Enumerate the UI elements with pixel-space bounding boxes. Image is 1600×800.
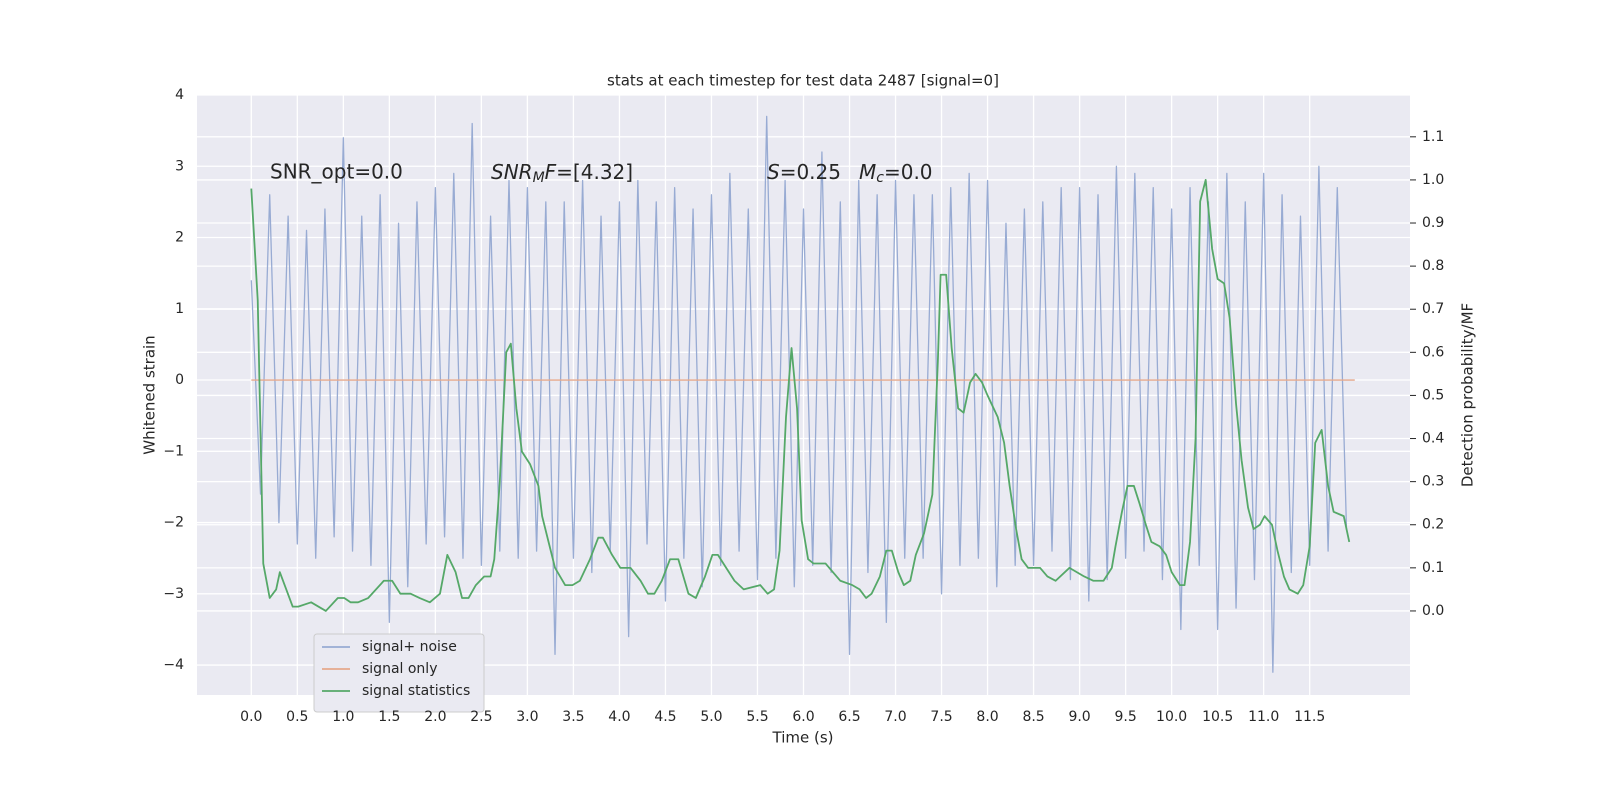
annotation-subscript: M	[533, 170, 545, 186]
x-tick-label: 0.0	[240, 709, 262, 725]
legend-box	[313, 633, 485, 713]
annotation-part: F	[545, 160, 557, 184]
x-tick-label: 9.5	[1114, 709, 1136, 725]
y-tick-label: 4	[175, 87, 184, 103]
annotation-part: =0.25	[780, 160, 841, 184]
annotation-subscript: c	[876, 170, 884, 186]
legend-label: signal only	[362, 661, 437, 677]
annotation-part: SNR	[491, 160, 533, 184]
annotation-part: =[4.32]	[556, 160, 633, 184]
y2-tick-label: 0.2	[1422, 517, 1444, 533]
x-tick-label: 11.0	[1248, 709, 1279, 725]
y2-tick-label: 1.0	[1422, 172, 1444, 188]
x-tick-label: 7.5	[930, 709, 952, 725]
x-tick-label: 3.5	[562, 709, 584, 725]
legend-label: signal+ noise	[362, 639, 457, 655]
y-tick-label: −1	[163, 443, 184, 459]
y2-tick-label: 0.1	[1422, 560, 1444, 576]
series-line	[250, 179, 1351, 612]
y2-tick-label: 1.1	[1422, 129, 1444, 145]
y-tick-label: 2	[175, 230, 184, 246]
x-tick-label: 2.0	[424, 709, 446, 725]
y2-tick-label: 0.0	[1422, 603, 1444, 619]
series-line	[250, 115, 1348, 673]
x-tick-label: 4.0	[608, 709, 630, 725]
y-tick-label: −3	[163, 586, 184, 602]
x-tick-label: 11.5	[1294, 709, 1325, 725]
y-tick-label: 3	[175, 158, 184, 174]
y-tick-label: −4	[163, 657, 184, 673]
legend: signal+ noise signal only signal statistic…	[313, 633, 485, 713]
chart-title: stats at each timestep for test data 248…	[607, 72, 999, 90]
y2-tick-label: 0.8	[1422, 258, 1444, 274]
x-tick-label: 0.5	[286, 709, 308, 725]
annotation: SNR_opt=0.0	[270, 160, 403, 184]
x-tick-label: 3.0	[516, 709, 538, 725]
legend-label: signal statistics	[362, 683, 470, 699]
marks	[250, 115, 1355, 673]
y2-tick-label: 0.3	[1422, 474, 1444, 490]
y2-axis-label: Detection probability/MF	[1459, 303, 1477, 487]
y2-tick-label: 0.9	[1422, 215, 1444, 231]
x-tick-label: 6.5	[838, 709, 860, 725]
x-tick-label: 8.0	[976, 709, 998, 725]
x-tick-label: 4.5	[654, 709, 676, 725]
x-tick-label: 10.5	[1202, 709, 1233, 725]
grid	[197, 94, 1410, 695]
y2-tick-label: 0.4	[1422, 431, 1444, 447]
x-tick-label: 5.0	[700, 709, 722, 725]
annotation-part: S	[767, 160, 780, 184]
x-tick-label: 5.5	[746, 709, 768, 725]
x-tick-label: 7.0	[884, 709, 906, 725]
y2-tick-label: 0.6	[1422, 344, 1444, 360]
x-axis-label: Time (s)	[772, 729, 834, 747]
x-tick-label: 6.0	[792, 709, 814, 725]
annotation: S=0.25 Mc=0.0	[767, 160, 933, 187]
y2-tick-label: 0.7	[1422, 301, 1444, 317]
annotation: SNRMF=[4.32]	[491, 160, 633, 187]
x-tick-label: 9.0	[1068, 709, 1090, 725]
x-tick-label: 10.0	[1156, 709, 1187, 725]
y-tick-label: −2	[163, 515, 184, 531]
x-tick-label: 8.5	[1022, 709, 1044, 725]
y-axis-label: Whitened strain	[141, 335, 159, 454]
x-tick-label: 1.5	[378, 709, 400, 725]
y-tick-label: 0	[175, 372, 184, 388]
y2-tick-label: 0.5	[1422, 387, 1444, 403]
annotation-part: M	[859, 160, 876, 184]
x-tick-label: 1.0	[332, 709, 354, 725]
annotation-part: =0.0	[884, 160, 933, 184]
x-tick-label: 2.5	[470, 709, 492, 725]
y-tick-label: 1	[175, 301, 184, 317]
